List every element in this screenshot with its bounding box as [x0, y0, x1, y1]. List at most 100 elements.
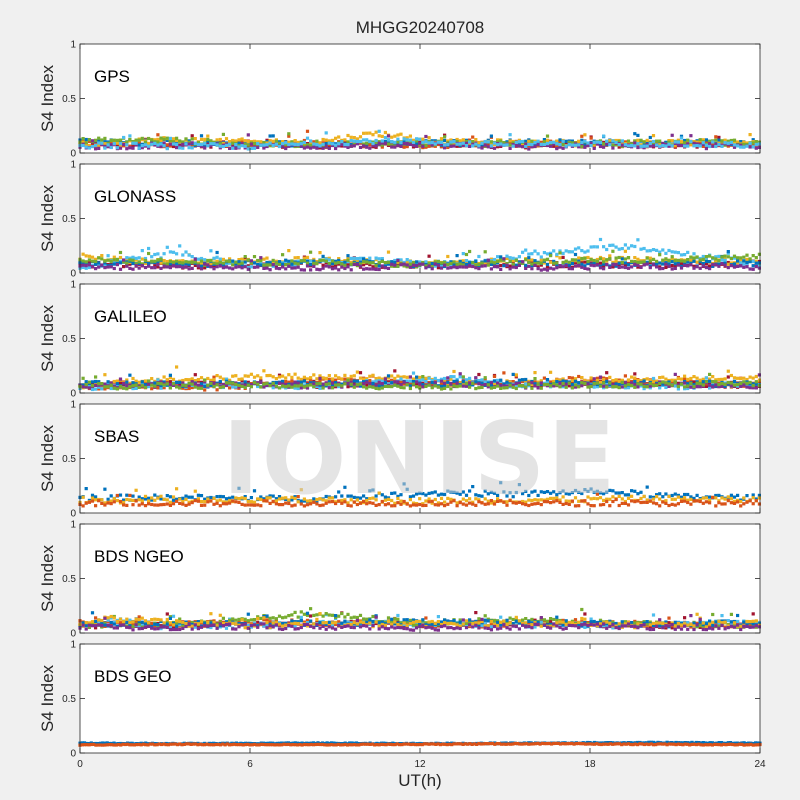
- data-point: [199, 264, 204, 268]
- data-point: [159, 386, 163, 390]
- data-point: [754, 259, 758, 263]
- data-point: [602, 134, 606, 138]
- data-point: [137, 260, 141, 264]
- data-point: [268, 384, 272, 388]
- data-point: [443, 376, 447, 381]
- data-point: [411, 140, 416, 144]
- data-point: [405, 258, 409, 262]
- data-point: [84, 383, 88, 387]
- data-point: [209, 378, 213, 382]
- data-point: [732, 265, 737, 269]
- data-point: [676, 493, 680, 497]
- data-point: [125, 143, 129, 147]
- data-point: [686, 382, 690, 386]
- data-point: [190, 146, 194, 150]
- data-point: [455, 144, 459, 148]
- data-point: [287, 501, 291, 506]
- data-point: [324, 131, 328, 135]
- data-point: [103, 373, 107, 377]
- data-point: [165, 494, 169, 498]
- data-point: [583, 488, 587, 492]
- data-point: [302, 499, 306, 503]
- data-point: [352, 383, 356, 387]
- data-point: [552, 490, 556, 494]
- data-point: [605, 371, 609, 375]
- data-point: [87, 386, 91, 390]
- data-point: [508, 380, 512, 384]
- data-point: [524, 142, 528, 146]
- data-point: [390, 262, 394, 266]
- data-point: [689, 143, 693, 147]
- data-point: [402, 380, 406, 384]
- data-point: [256, 258, 260, 263]
- data-point: [159, 142, 163, 146]
- data-point: [527, 256, 531, 260]
- data-point: [131, 143, 135, 148]
- data-point: [449, 377, 453, 381]
- data-point: [228, 259, 232, 264]
- data-point: [446, 139, 450, 143]
- data-point: [293, 496, 297, 500]
- data-point: [243, 142, 247, 147]
- data-point: [583, 256, 587, 260]
- data-point: [147, 499, 151, 503]
- data-point: [717, 138, 721, 142]
- data-point: [499, 378, 503, 382]
- data-point: [455, 254, 459, 258]
- data-point: [720, 377, 724, 381]
- data-point: [134, 379, 138, 383]
- data-point: [552, 384, 556, 388]
- data-point: [249, 385, 253, 389]
- data-point: [658, 261, 662, 265]
- data-point: [358, 139, 363, 144]
- data-point: [281, 262, 285, 266]
- data-point: [555, 139, 559, 143]
- data-point: [159, 380, 163, 384]
- data-point: [256, 141, 260, 146]
- data-point: [153, 138, 157, 142]
- data-point: [726, 375, 730, 379]
- data-point: [199, 262, 204, 266]
- data-point: [386, 266, 391, 270]
- data-point: [430, 261, 434, 266]
- data-point: [415, 263, 419, 268]
- data-point: [156, 143, 160, 147]
- data-point: [673, 143, 677, 147]
- panel-background: [80, 284, 760, 393]
- data-point: [623, 261, 627, 265]
- data-point: [683, 141, 687, 145]
- data-point: [178, 380, 182, 384]
- data-point: [524, 139, 528, 143]
- data-point: [608, 497, 612, 501]
- data-point: [552, 249, 556, 253]
- data-point: [558, 491, 562, 495]
- data-point: [645, 385, 649, 389]
- data-point: [140, 264, 144, 268]
- data-point: [583, 250, 587, 254]
- data-point: [218, 498, 222, 502]
- data-point: [396, 258, 400, 263]
- data-point: [84, 137, 88, 142]
- data-point: [636, 145, 640, 150]
- data-point: [318, 381, 322, 386]
- data-point: [199, 503, 204, 507]
- data-point: [439, 384, 444, 388]
- data-point: [489, 262, 493, 266]
- data-point: [561, 381, 565, 386]
- data-point: [626, 139, 631, 143]
- data-point: [530, 498, 534, 503]
- data-point: [90, 384, 95, 388]
- data-point: [284, 146, 288, 151]
- data-point: [474, 493, 478, 497]
- data-point: [122, 260, 126, 264]
- data-point: [137, 385, 141, 389]
- data-point: [670, 260, 674, 264]
- data-point: [274, 142, 278, 146]
- data-points: [78, 365, 761, 392]
- data-point: [614, 264, 618, 268]
- data-point: [362, 267, 366, 271]
- data-point: [112, 386, 116, 390]
- data-point: [175, 380, 179, 384]
- data-point: [147, 251, 151, 256]
